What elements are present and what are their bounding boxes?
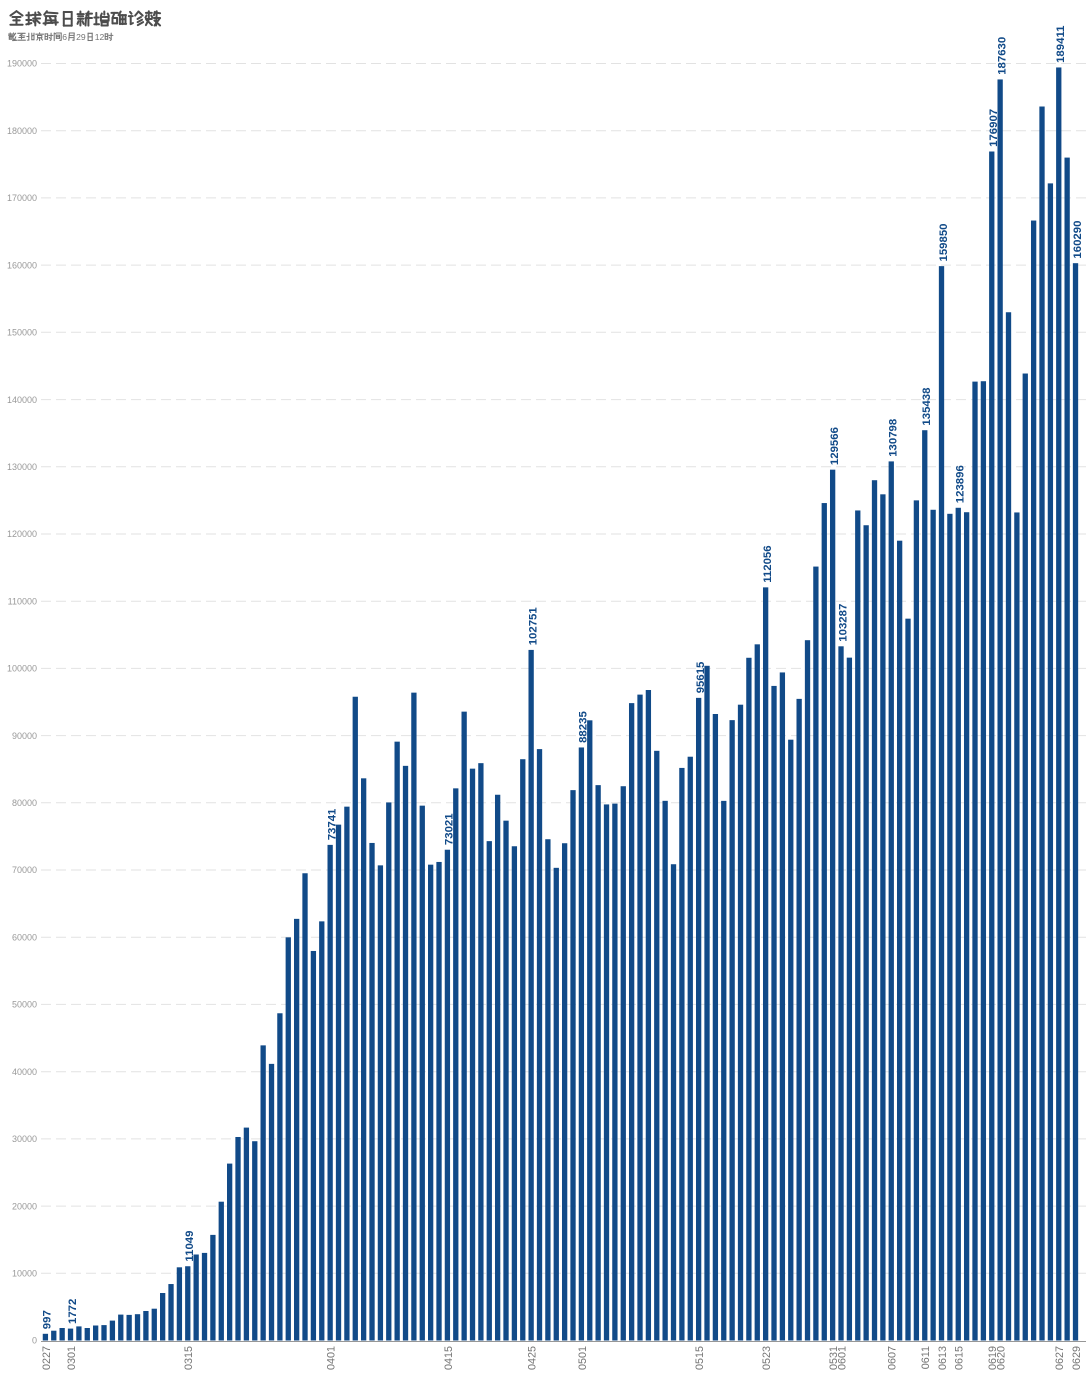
svg-text:73741: 73741 bbox=[326, 808, 338, 840]
svg-text:129566: 129566 bbox=[829, 427, 841, 465]
svg-text:0629: 0629 bbox=[1071, 1346, 1083, 1370]
svg-text:6: 6 bbox=[62, 32, 67, 42]
svg-text:123896: 123896 bbox=[955, 465, 967, 503]
svg-text:20000: 20000 bbox=[12, 1201, 37, 1211]
svg-text:150000: 150000 bbox=[7, 328, 37, 338]
svg-text:140000: 140000 bbox=[7, 395, 37, 405]
svg-text:112056: 112056 bbox=[762, 545, 774, 582]
svg-text:110000: 110000 bbox=[8, 596, 37, 606]
svg-text:130798: 130798 bbox=[888, 419, 900, 457]
svg-text:170000: 170000 bbox=[7, 193, 37, 203]
svg-text:997: 997 bbox=[42, 1310, 54, 1329]
svg-text:95615: 95615 bbox=[695, 661, 707, 693]
svg-text:102751: 102751 bbox=[527, 607, 539, 646]
svg-text:187630: 187630 bbox=[996, 37, 1008, 75]
svg-text:80000: 80000 bbox=[12, 798, 37, 808]
svg-text:11049: 11049 bbox=[184, 1231, 196, 1262]
svg-text:0501: 0501 bbox=[577, 1346, 589, 1370]
svg-text:176907: 176907 bbox=[988, 109, 1000, 147]
svg-text:60000: 60000 bbox=[12, 932, 37, 942]
svg-text:0415: 0415 bbox=[443, 1346, 455, 1370]
svg-text:130000: 130000 bbox=[7, 462, 37, 472]
svg-text:73021: 73021 bbox=[444, 813, 456, 845]
svg-text:70000: 70000 bbox=[12, 865, 37, 875]
svg-text:0627: 0627 bbox=[1054, 1346, 1066, 1370]
svg-text:100000: 100000 bbox=[7, 664, 37, 674]
svg-text:160000: 160000 bbox=[7, 260, 37, 270]
svg-text:1772: 1772 bbox=[67, 1299, 79, 1324]
svg-text:0607: 0607 bbox=[887, 1346, 899, 1370]
svg-text:160290: 160290 bbox=[1072, 221, 1084, 259]
svg-text:10000: 10000 bbox=[12, 1269, 37, 1279]
svg-text:180000: 180000 bbox=[7, 126, 37, 136]
svg-text:0601: 0601 bbox=[836, 1346, 848, 1370]
svg-text:0425: 0425 bbox=[527, 1346, 539, 1370]
svg-text:120000: 120000 bbox=[7, 529, 37, 539]
svg-text:159850: 159850 bbox=[938, 223, 950, 261]
svg-text:0523: 0523 bbox=[761, 1346, 773, 1370]
svg-text:135438: 135438 bbox=[921, 388, 933, 426]
svg-text:0615: 0615 bbox=[954, 1346, 966, 1370]
svg-text:90000: 90000 bbox=[12, 731, 37, 741]
svg-text:0401: 0401 bbox=[326, 1346, 338, 1370]
svg-text:0613: 0613 bbox=[937, 1346, 949, 1370]
svg-text:88235: 88235 bbox=[578, 711, 590, 743]
svg-text:103287: 103287 bbox=[837, 604, 849, 642]
svg-text:0315: 0315 bbox=[183, 1346, 195, 1370]
svg-text:2: 2 bbox=[100, 32, 105, 42]
svg-text:30000: 30000 bbox=[12, 1134, 37, 1144]
svg-text:0515: 0515 bbox=[694, 1346, 706, 1370]
svg-text:0227: 0227 bbox=[41, 1346, 53, 1370]
svg-text:0611: 0611 bbox=[920, 1346, 932, 1369]
svg-text:0620: 0620 bbox=[996, 1346, 1008, 1370]
svg-text:190000: 190000 bbox=[7, 59, 37, 69]
svg-text:9: 9 bbox=[81, 32, 86, 42]
svg-text:0301: 0301 bbox=[66, 1346, 78, 1370]
svg-text:0: 0 bbox=[32, 1336, 37, 1346]
svg-text:40000: 40000 bbox=[12, 1067, 37, 1077]
svg-text:189411: 189411 bbox=[1055, 25, 1067, 63]
svg-text:50000: 50000 bbox=[12, 1000, 37, 1010]
